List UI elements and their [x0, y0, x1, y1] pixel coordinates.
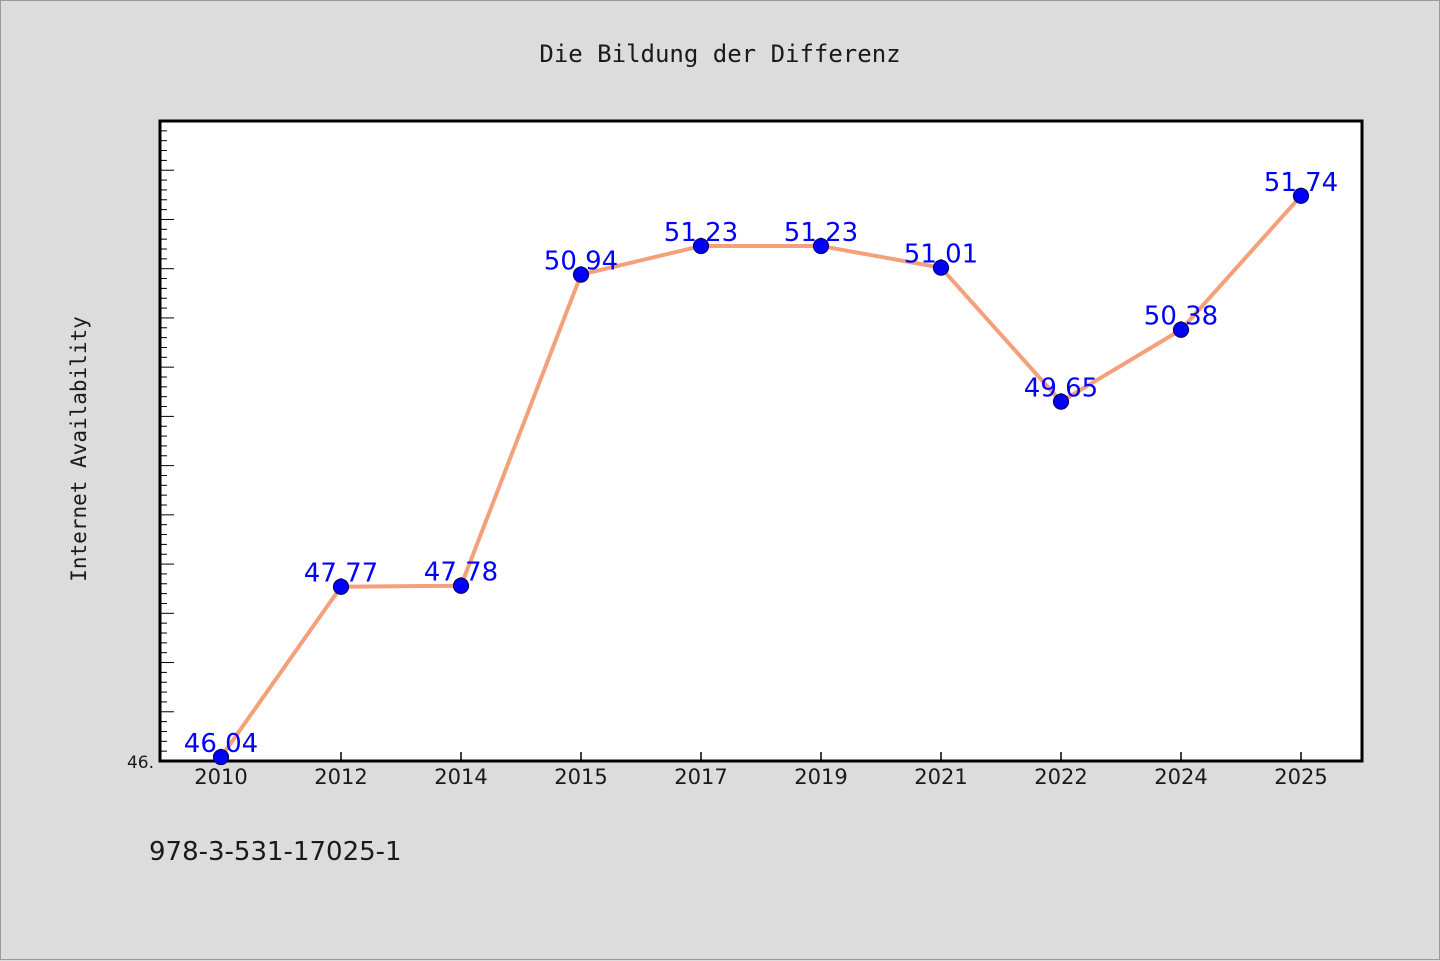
x-tick-label: 2022 [1034, 765, 1087, 789]
x-axis-ticks: 2010 2012 2014 2015 2017 2019 2021 2022 2024 2025 [194, 752, 1328, 789]
x-tick-label: 2024 [1154, 765, 1207, 789]
data-point [572, 266, 590, 283]
x-tick-label: 2015 [554, 765, 607, 789]
data-point [212, 748, 230, 766]
chart-title: Die Bildung der Differenz [539, 40, 900, 68]
x-tick-label: 2019 [794, 765, 847, 789]
series-line [219, 194, 1303, 759]
data-point [692, 237, 710, 255]
y-axis-ticks [160, 120, 174, 762]
x-tick-label: 2021 [914, 765, 967, 789]
x-tick-label: 2017 [674, 765, 727, 789]
data-point [1052, 393, 1070, 410]
y-tick-label: 46. [127, 753, 154, 773]
x-tick-label: 2010 [194, 765, 247, 789]
x-tick-label: 2025 [1274, 765, 1327, 789]
data-point [1172, 321, 1190, 338]
data-point [932, 259, 950, 276]
x-tick-label: 2012 [314, 765, 367, 789]
plot-area [158, 119, 1364, 763]
x-tick-label: 2014 [434, 765, 487, 789]
footer-code: 978-3-531-17025-1 [149, 837, 402, 867]
data-point [332, 578, 350, 595]
data-point [1292, 187, 1310, 204]
data-point [452, 577, 470, 594]
data-point [812, 237, 830, 255]
y-axis-label: Internet Availability [67, 316, 91, 582]
